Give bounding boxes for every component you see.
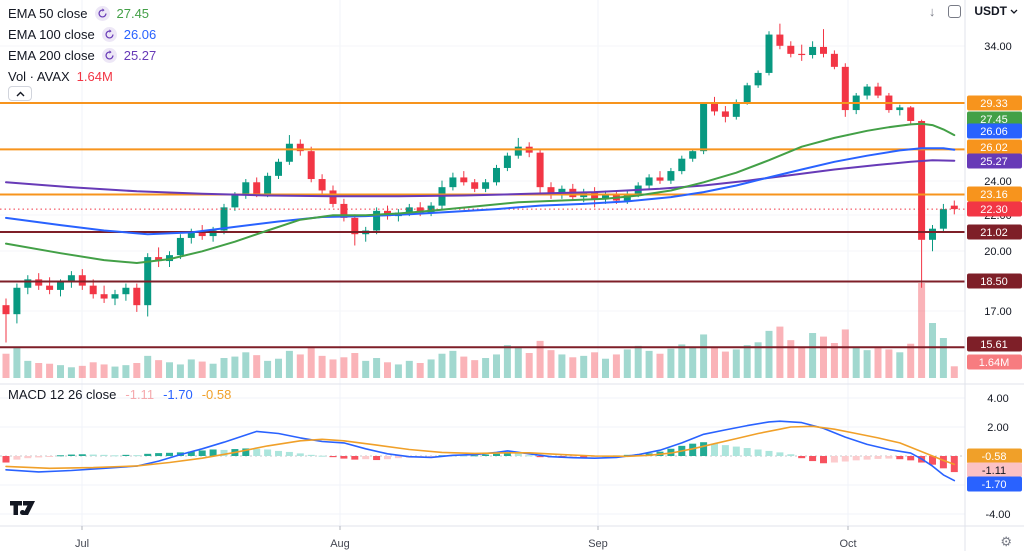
svg-text:18.50: 18.50 bbox=[980, 276, 1008, 288]
macd-label: MACD 12 26 close bbox=[8, 387, 117, 402]
svg-text:25.27: 25.27 bbox=[980, 156, 1008, 168]
ema200-value: 25.27 bbox=[123, 48, 157, 63]
svg-text:20.00: 20.00 bbox=[984, 246, 1012, 258]
ema50-value: 27.45 bbox=[116, 6, 150, 21]
svg-text:26.02: 26.02 bbox=[980, 142, 1008, 154]
macd-line-value: -1.70 bbox=[163, 387, 193, 402]
collapse-legend-button[interactable] bbox=[8, 86, 32, 101]
loading-icon bbox=[101, 48, 117, 63]
svg-text:Sep: Sep bbox=[588, 538, 608, 550]
ema-lines bbox=[5, 122, 956, 264]
svg-text:-1.70: -1.70 bbox=[981, 479, 1006, 491]
chart-toolbar: ↓ USDT bbox=[929, 2, 1018, 20]
svg-text:15.61: 15.61 bbox=[980, 339, 1008, 351]
svg-text:-1.11: -1.11 bbox=[982, 465, 1006, 477]
loading-icon bbox=[101, 27, 117, 42]
svg-text:29.33: 29.33 bbox=[980, 98, 1008, 110]
currency-dropdown[interactable]: USDT bbox=[974, 4, 1018, 18]
volume-label: Vol · AVAX bbox=[8, 69, 70, 84]
currency-label: USDT bbox=[974, 4, 1007, 18]
legend-row-ema50[interactable]: EMA 50 close 27.45 bbox=[8, 3, 156, 24]
tradingview-logo[interactable] bbox=[10, 501, 36, 522]
svg-text:17.00: 17.00 bbox=[984, 306, 1012, 318]
svg-text:2.00: 2.00 bbox=[987, 422, 1008, 434]
legend-row-ema200[interactable]: EMA 200 close 25.27 bbox=[8, 45, 156, 66]
svg-text:34.00: 34.00 bbox=[984, 41, 1012, 53]
time-axis[interactable]: Jul Aug Sep Oct bbox=[75, 526, 857, 550]
settings-gear-icon[interactable]: ⚙ bbox=[1000, 534, 1012, 549]
price-axis[interactable]: 34.0024.0022.0020.0017.004.002.00-4.0029… bbox=[967, 41, 1022, 521]
svg-text:1.64M: 1.64M bbox=[979, 357, 1010, 369]
gridlines bbox=[0, 0, 965, 526]
legend-row-ema100[interactable]: EMA 100 close 26.06 bbox=[8, 24, 156, 45]
macd-legend[interactable]: MACD 12 26 close -1.11 -1.70 -0.58 bbox=[8, 387, 231, 402]
indicator-legend: EMA 50 close 27.45 EMA 100 close 26.06 E… bbox=[8, 3, 156, 87]
svg-text:27.45: 27.45 bbox=[980, 114, 1008, 126]
svg-text:-0.58: -0.58 bbox=[981, 451, 1006, 463]
svg-text:4.00: 4.00 bbox=[987, 393, 1008, 405]
chevron-down-icon bbox=[1010, 9, 1018, 14]
svg-text:24.00: 24.00 bbox=[984, 176, 1012, 188]
ema200-label: EMA 200 close bbox=[8, 48, 95, 63]
screenshot-icon[interactable] bbox=[948, 4, 962, 18]
macd-signal-value: -0.58 bbox=[201, 387, 232, 402]
download-icon[interactable]: ↓ bbox=[928, 3, 936, 19]
svg-text:22.30: 22.30 bbox=[980, 204, 1008, 216]
svg-text:Aug: Aug bbox=[330, 538, 350, 550]
svg-text:Oct: Oct bbox=[839, 538, 856, 550]
svg-text:Jul: Jul bbox=[75, 538, 89, 550]
macd-hist-value: -1.11 bbox=[125, 387, 155, 402]
volume-bars bbox=[2, 283, 958, 378]
svg-text:21.02: 21.02 bbox=[980, 227, 1008, 239]
ema100-value: 26.06 bbox=[123, 27, 157, 42]
svg-text:23.16: 23.16 bbox=[980, 189, 1008, 201]
svg-text:-4.00: -4.00 bbox=[985, 509, 1010, 521]
chevron-up-icon bbox=[16, 91, 24, 96]
svg-text:26.06: 26.06 bbox=[980, 126, 1008, 138]
ema100-label: EMA 100 close bbox=[8, 27, 95, 42]
legend-row-volume[interactable]: Vol · AVAX 1.64M bbox=[8, 66, 156, 87]
loading-icon bbox=[94, 6, 110, 21]
ema50-label: EMA 50 close bbox=[8, 6, 88, 21]
macd-pane bbox=[0, 420, 965, 482]
volume-value: 1.64M bbox=[76, 69, 113, 84]
